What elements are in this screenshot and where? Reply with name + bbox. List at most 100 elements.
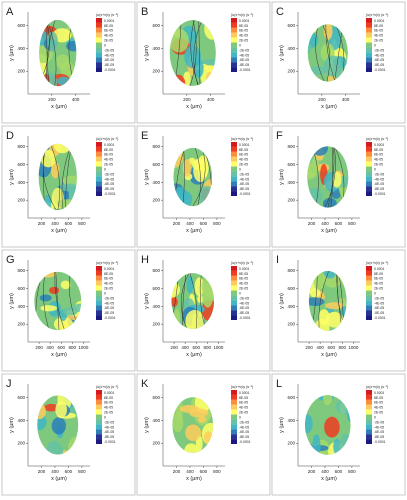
colorbar-label: 6E-05 <box>239 401 248 405</box>
colorbar-swatch <box>96 270 102 276</box>
heatmap-blob <box>318 309 330 325</box>
colorbar-swatch <box>96 151 102 157</box>
colorbar-label: 6E-05 <box>104 29 113 33</box>
heatmap-blob <box>51 417 66 435</box>
x-axis-label: x (μm) <box>321 104 337 110</box>
y-tick-label: 800 <box>152 144 160 149</box>
colorbar-swatch <box>96 404 102 410</box>
y-tick-label: 200 <box>17 441 25 446</box>
y-tick-label: 400 <box>17 46 25 51</box>
heatmap-blob <box>60 183 77 192</box>
colorbar-label: -6E-05 <box>239 430 249 434</box>
panel: L 200 400 600 800 200 400 600 x (μm) y (μm) (u(x+v… <box>271 373 406 496</box>
colorbar-swatch <box>231 280 237 286</box>
colorbar-label: -8E-05 <box>239 63 249 67</box>
heatmap-blob <box>172 412 184 433</box>
heatmap-blob <box>40 305 58 312</box>
heatmap-blob <box>305 414 313 434</box>
panel-label: B <box>141 6 148 18</box>
y-axis-label: y (μm) <box>144 417 150 433</box>
colorbar-label: 4E-05 <box>104 406 113 410</box>
y-tick-label: 400 <box>287 46 295 51</box>
streamline <box>192 147 206 207</box>
streamline <box>180 273 190 329</box>
colorbar-label: 4E-05 <box>104 34 113 38</box>
x-tick-label: 800 <box>69 345 77 350</box>
y-tick-label: 800 <box>17 268 25 273</box>
heatmap-blob <box>192 158 209 171</box>
y-tick-label: 800 <box>287 268 295 273</box>
streamline <box>325 24 336 82</box>
x-tick-label: 200 <box>308 469 316 474</box>
y-tick-label: 600 <box>17 395 25 400</box>
colorbar-label: 8E-05 <box>239 272 248 276</box>
colorbar-swatch <box>231 191 237 196</box>
streamline <box>50 143 60 211</box>
heatmap-blob <box>56 54 70 70</box>
colorbar-label: 8E-05 <box>374 24 383 28</box>
colorbar-label: -2E-05 <box>374 420 384 424</box>
x-tick-label: 400 <box>51 469 59 474</box>
y-tick-label: 200 <box>152 69 160 74</box>
colorbar-swatch <box>231 166 237 172</box>
x-tick-label: 200 <box>173 469 181 474</box>
panel: B 200 400 200 400 600 x (μm) y (μm) (u(x+v)/y (s… <box>136 1 271 124</box>
colorbar-swatch <box>231 399 237 405</box>
y-tick-label: 200 <box>17 198 25 203</box>
colorbar-swatch <box>96 394 102 400</box>
heatmap-blob <box>60 280 71 290</box>
colorbar-swatch <box>96 42 102 48</box>
colorbar-label: -8E-05 <box>374 435 384 439</box>
colorbar-title: (u(x+v)/y (s⁻¹) <box>366 137 388 141</box>
colorbar-swatch <box>231 434 237 440</box>
x-tick-label: 200 <box>318 97 326 102</box>
x-tick-label: 200 <box>170 345 178 350</box>
colorbar-label: 4E-05 <box>239 34 248 38</box>
y-tick-label: 400 <box>152 304 160 309</box>
colorbar-swatch <box>96 142 102 147</box>
colorbar-swatch <box>231 419 237 425</box>
colorbar-label: 6E-05 <box>374 153 383 157</box>
y-tick-label: 200 <box>152 198 160 203</box>
x-tick-label: 600 <box>200 469 208 474</box>
colorbar-label: 6E-05 <box>239 153 248 157</box>
colorbar-label: -2E-05 <box>239 296 249 300</box>
heatmap-blob <box>66 40 77 52</box>
colorbar-swatch <box>96 161 102 167</box>
colorbar-swatch <box>366 171 372 177</box>
colorbar-swatch <box>231 404 237 410</box>
colorbar-swatch <box>96 275 102 281</box>
heatmap-blob <box>197 416 207 423</box>
x-tick-label: 600 <box>335 221 343 226</box>
colorbar-label: -0.0001 <box>239 440 251 444</box>
colorbar-label: 8E-05 <box>239 396 248 400</box>
colorbar-label: -6E-05 <box>104 58 114 62</box>
colorbar-label: 6E-05 <box>104 277 113 281</box>
colorbar-swatch <box>366 394 372 400</box>
heatmap-blob <box>194 277 205 297</box>
colorbar-swatch <box>366 67 372 72</box>
colorbar-label: 2E-05 <box>374 163 383 167</box>
heatmap-blob <box>185 309 205 329</box>
colorbar-title: (u(x+v)/y (s⁻¹) <box>96 385 118 389</box>
colorbar-swatch <box>231 146 237 152</box>
x-axis-label: x (μm) <box>51 352 67 358</box>
colorbar-label: 2E-05 <box>104 163 113 167</box>
colorbar-swatch <box>96 266 102 271</box>
y-tick-label: 600 <box>287 23 295 28</box>
x-tick-label: 400 <box>316 345 324 350</box>
colorbar-label: 8E-05 <box>374 396 383 400</box>
panel-label: D <box>6 130 14 142</box>
colorbar-label: -4E-05 <box>239 177 249 181</box>
colorbar-title: (u(x+v)/y (s⁻¹) <box>366 13 388 17</box>
colorbar-swatch <box>96 191 102 196</box>
colorbar-label: 8E-05 <box>104 148 113 152</box>
colorbar-swatch <box>96 62 102 68</box>
x-tick-label: 400 <box>321 221 329 226</box>
colorbar-label: -4E-05 <box>239 301 249 305</box>
colorbar-label: 0.0001 <box>374 143 384 147</box>
colorbar-label: 0 <box>239 415 241 419</box>
colorbar-swatch <box>366 414 372 420</box>
